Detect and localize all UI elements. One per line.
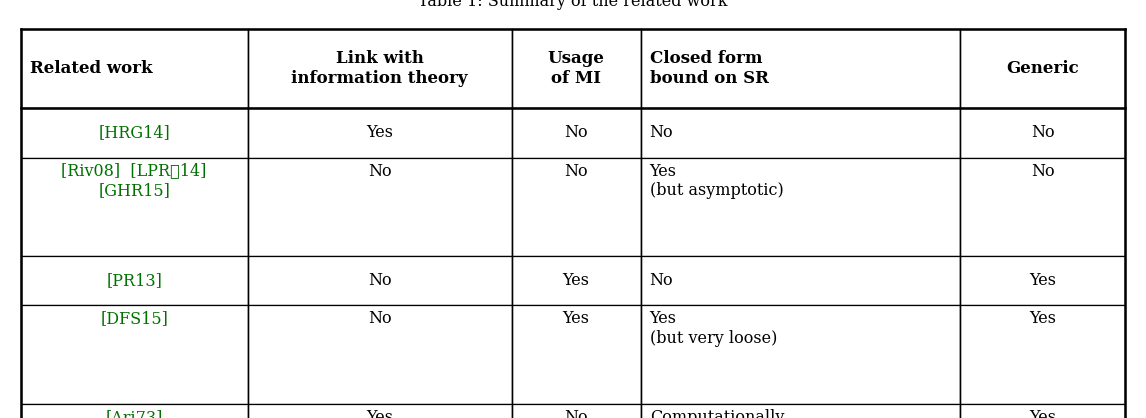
Text: Yes: Yes [1029, 409, 1055, 418]
Text: Table 1: Summary of the related work: Table 1: Summary of the related work [418, 0, 728, 10]
Text: No: No [368, 272, 392, 289]
Text: Yes: Yes [563, 272, 589, 289]
Text: [Ari73]: [Ari73] [105, 409, 163, 418]
Text: Yes
(but very loose): Yes (but very loose) [650, 311, 777, 347]
Text: Usage
of MI: Usage of MI [548, 51, 604, 87]
Text: Closed form
bound on SR: Closed form bound on SR [650, 51, 769, 87]
Text: [Riv08]  [LPR⁳14]
[GHR15]: [Riv08] [LPR⁳14] [GHR15] [62, 163, 207, 199]
Text: Yes: Yes [563, 311, 589, 327]
Text: Related work: Related work [30, 60, 152, 77]
Text: No: No [650, 272, 674, 289]
Text: [DFS15]: [DFS15] [100, 311, 168, 327]
Text: Generic: Generic [1006, 60, 1078, 77]
Text: Yes: Yes [367, 124, 393, 141]
Text: No: No [564, 124, 588, 141]
Text: Yes: Yes [1029, 272, 1055, 289]
Text: No: No [564, 163, 588, 179]
Text: Computationally
too difficult: Computationally too difficult [650, 409, 784, 418]
Text: No: No [1030, 124, 1054, 141]
Text: Link with
information theory: Link with information theory [291, 51, 468, 87]
Text: No: No [564, 409, 588, 418]
Text: Yes: Yes [367, 409, 393, 418]
Text: No: No [650, 124, 674, 141]
Text: [HRG14]: [HRG14] [99, 124, 170, 141]
Text: [PR13]: [PR13] [107, 272, 162, 289]
Text: No: No [368, 311, 392, 327]
Text: No: No [1030, 163, 1054, 179]
Text: Yes
(but asymptotic): Yes (but asymptotic) [650, 163, 784, 199]
Text: No: No [368, 163, 392, 179]
Text: Yes: Yes [1029, 311, 1055, 327]
